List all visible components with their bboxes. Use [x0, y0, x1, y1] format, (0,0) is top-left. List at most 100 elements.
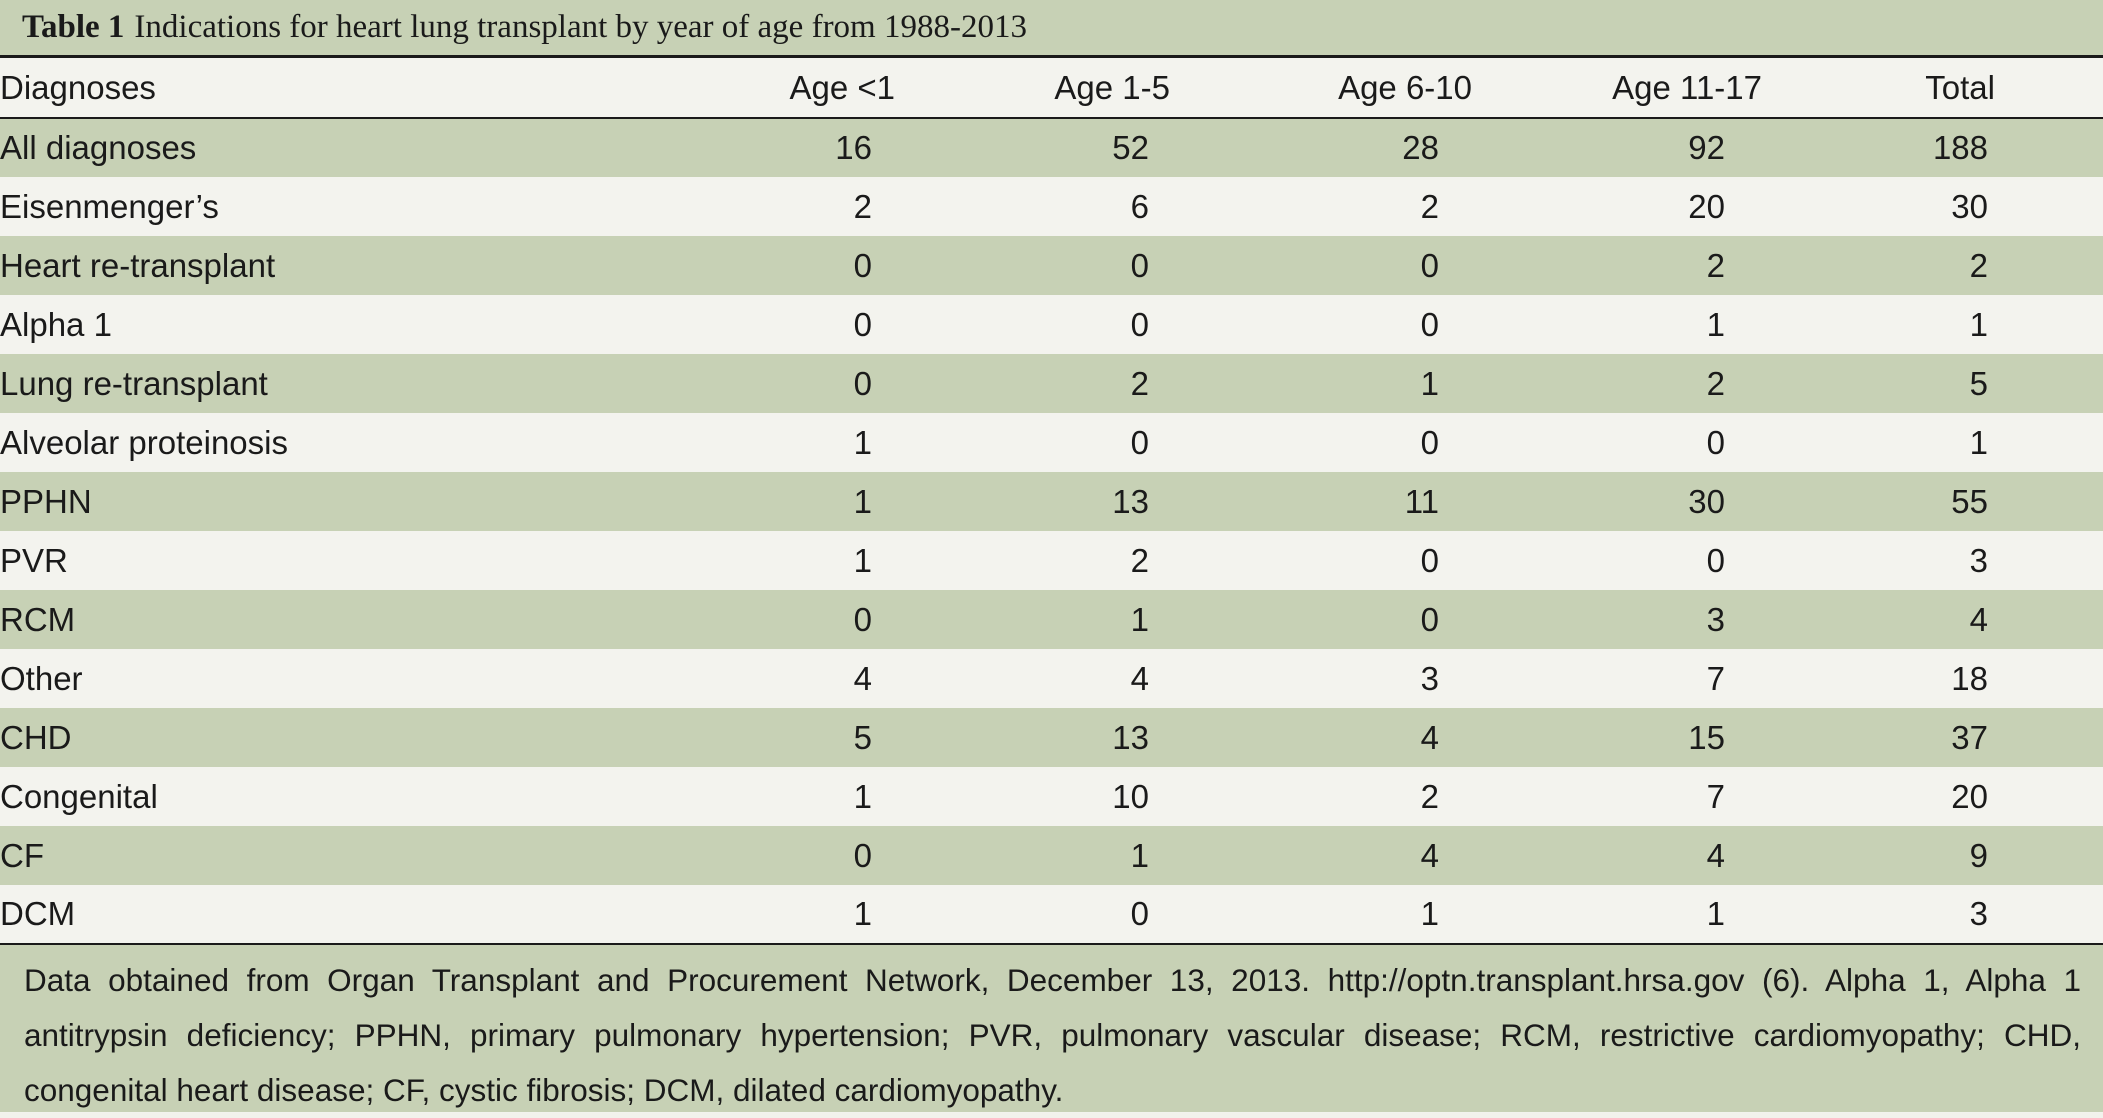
diagnosis-cell: RCM — [0, 590, 690, 649]
count-cell: 0 — [900, 885, 1190, 945]
header-age-11-17: Age 11-17 — [1480, 58, 1770, 119]
caption-text: Indications for heart lung transplant by… — [134, 9, 1027, 45]
count-cell: 2 — [1190, 767, 1480, 826]
count-cell: 7 — [1480, 767, 1770, 826]
total-cell: 18 — [1770, 649, 2103, 708]
count-cell: 2 — [1190, 177, 1480, 236]
count-cell: 0 — [1190, 413, 1480, 472]
table-row: CF 0 1 4 4 9 — [0, 826, 2103, 885]
header-age-6-10: Age 6-10 — [1190, 58, 1480, 119]
count-cell: 1 — [690, 472, 900, 531]
table-row: Congenital 1 10 2 7 20 — [0, 767, 2103, 826]
count-cell: 30 — [1480, 472, 1770, 531]
count-cell: 6 — [900, 177, 1190, 236]
total-cell: 20 — [1770, 767, 2103, 826]
count-cell: 0 — [690, 590, 900, 649]
count-cell: 1 — [1480, 885, 1770, 945]
count-cell: 0 — [1190, 590, 1480, 649]
diagnosis-cell: CHD — [0, 708, 690, 767]
count-cell: 11 — [1190, 472, 1480, 531]
count-cell: 2 — [900, 531, 1190, 590]
count-cell: 7 — [1480, 649, 1770, 708]
count-cell: 1 — [900, 826, 1190, 885]
diagnosis-cell: Other — [0, 649, 690, 708]
total-cell: 37 — [1770, 708, 2103, 767]
diagnosis-cell: Alveolar proteinosis — [0, 413, 690, 472]
table-footnote: Data obtained from Organ Transplant and … — [0, 945, 2103, 1112]
count-cell: 16 — [690, 118, 900, 177]
count-cell: 1 — [1190, 885, 1480, 945]
total-cell: 188 — [1770, 118, 2103, 177]
total-cell: 4 — [1770, 590, 2103, 649]
count-cell: 3 — [1190, 649, 1480, 708]
diagnosis-cell: PVR — [0, 531, 690, 590]
count-cell: 0 — [900, 236, 1190, 295]
table-caption: Table 1 Indications for heart lung trans… — [0, 0, 2103, 58]
count-cell: 13 — [900, 472, 1190, 531]
count-cell: 4 — [1190, 708, 1480, 767]
count-cell: 0 — [690, 295, 900, 354]
count-cell: 4 — [900, 649, 1190, 708]
count-cell: 1 — [690, 885, 900, 945]
table-body: All diagnoses 16 52 28 92 188 Eisenmenger’s 2 6 2… — [0, 118, 2103, 945]
count-cell: 2 — [690, 177, 900, 236]
count-cell: 15 — [1480, 708, 1770, 767]
count-cell: 1 — [900, 590, 1190, 649]
header-row: Diagnoses Age <1 Age 1-5 Age 6-10 Age 11… — [0, 58, 2103, 119]
table-row: Alveolar proteinosis 1 0 0 0 1 — [0, 413, 2103, 472]
count-cell: 52 — [900, 118, 1190, 177]
indications-table: Diagnoses Age <1 Age 1-5 Age 6-10 Age 11… — [0, 58, 2103, 945]
table-row: Heart re-transplant 0 0 0 2 2 — [0, 236, 2103, 295]
header-age-under-1: Age <1 — [690, 58, 900, 119]
diagnosis-cell: All diagnoses — [0, 118, 690, 177]
total-cell: 9 — [1770, 826, 2103, 885]
table-row: All diagnoses 16 52 28 92 188 — [0, 118, 2103, 177]
count-cell: 0 — [1480, 413, 1770, 472]
count-cell: 1 — [1480, 295, 1770, 354]
diagnosis-cell: Lung re-transplant — [0, 354, 690, 413]
count-cell: 0 — [900, 413, 1190, 472]
table-row: Lung re-transplant 0 2 1 2 5 — [0, 354, 2103, 413]
table-row: Other 4 4 3 7 18 — [0, 649, 2103, 708]
table-row: DCM 1 0 1 1 3 — [0, 885, 2103, 945]
caption-label: Table 1 — [22, 9, 125, 45]
diagnosis-cell: Eisenmenger’s — [0, 177, 690, 236]
count-cell: 1 — [1190, 354, 1480, 413]
count-cell: 10 — [900, 767, 1190, 826]
header-total: Total — [1770, 58, 2103, 119]
count-cell: 13 — [900, 708, 1190, 767]
diagnosis-cell: DCM — [0, 885, 690, 945]
total-cell: 2 — [1770, 236, 2103, 295]
table-row: RCM 0 1 0 3 4 — [0, 590, 2103, 649]
diagnosis-cell: PPHN — [0, 472, 690, 531]
count-cell: 0 — [690, 354, 900, 413]
diagnosis-cell: Alpha 1 — [0, 295, 690, 354]
count-cell: 0 — [1190, 295, 1480, 354]
count-cell: 0 — [1190, 236, 1480, 295]
table-row: Eisenmenger’s 2 6 2 20 30 — [0, 177, 2103, 236]
count-cell: 0 — [900, 295, 1190, 354]
count-cell: 2 — [1480, 236, 1770, 295]
total-cell: 30 — [1770, 177, 2103, 236]
count-cell: 2 — [900, 354, 1190, 413]
count-cell: 4 — [1480, 826, 1770, 885]
diagnosis-cell: CF — [0, 826, 690, 885]
count-cell: 92 — [1480, 118, 1770, 177]
count-cell: 3 — [1480, 590, 1770, 649]
count-cell: 20 — [1480, 177, 1770, 236]
count-cell: 28 — [1190, 118, 1480, 177]
count-cell: 4 — [1190, 826, 1480, 885]
count-cell: 1 — [690, 767, 900, 826]
total-cell: 1 — [1770, 413, 2103, 472]
count-cell: 0 — [1480, 531, 1770, 590]
header-age-1-5: Age 1-5 — [900, 58, 1190, 119]
total-cell: 1 — [1770, 295, 2103, 354]
diagnosis-cell: Heart re-transplant — [0, 236, 690, 295]
total-cell: 55 — [1770, 472, 2103, 531]
table-row: PVR 1 2 0 0 3 — [0, 531, 2103, 590]
total-cell: 3 — [1770, 885, 2103, 945]
count-cell: 1 — [690, 413, 900, 472]
header-diagnoses: Diagnoses — [0, 58, 690, 119]
